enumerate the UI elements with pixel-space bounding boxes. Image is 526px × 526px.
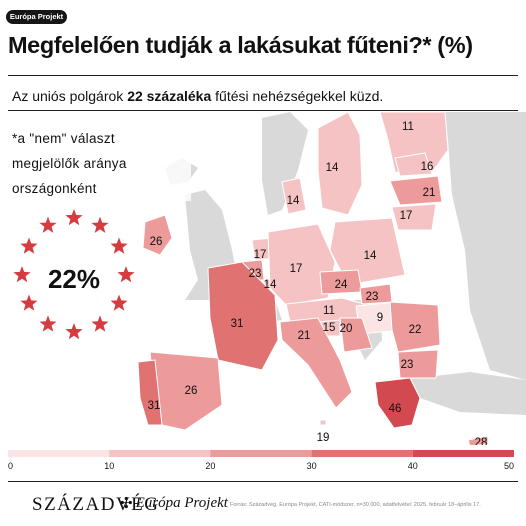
eu-star — [91, 216, 109, 233]
subtitle-before: Az uniós polgárok — [12, 88, 128, 104]
legend-swatch — [412, 450, 514, 457]
eu-star — [117, 266, 135, 283]
value-label-szlovákia: 23 — [366, 291, 379, 303]
value-label-belgium: 23 — [249, 268, 262, 280]
region-portugália — [137, 359, 163, 426]
eu-star — [20, 294, 38, 311]
legend-swatch — [210, 450, 312, 457]
subtitle: Az uniós polgárok 22 százaléka fűtési ne… — [12, 88, 383, 104]
non-eu-land-3 — [445, 112, 526, 380]
eu-star — [39, 216, 57, 233]
subtitle-after: fűtési nehézségekkel küzd. — [211, 88, 384, 104]
region-lengyelország — [329, 217, 406, 286]
value-label-dánia: 14 — [287, 195, 300, 207]
value-label-szlovénia: 15 — [323, 322, 336, 334]
footnote-line-3: országonként — [12, 181, 97, 196]
value-label-horvátország: 20 — [340, 323, 353, 335]
europa-projekt-logo-text: Európa Projekt — [135, 495, 228, 511]
footnote-line-2: megjelölők aránya — [12, 156, 127, 171]
region-horvátország — [339, 317, 373, 353]
value-label-luxemburg: 14 — [264, 279, 277, 291]
value-label-portugália: 31 — [148, 400, 161, 412]
legend-swatch — [109, 450, 211, 457]
region-írország — [142, 214, 173, 256]
value-label-spanyolország: 26 — [185, 385, 198, 397]
value-label-finnország: 11 — [402, 121, 414, 133]
eu-star — [65, 323, 83, 340]
chart-title: Megfelelően tudják a lakásukat fűteni?* … — [8, 32, 473, 58]
value-label-málta: 19 — [317, 432, 330, 444]
eu-average-value: 22% — [48, 264, 100, 294]
europa-projekt-logo: ✣ Európa Projekt — [120, 494, 228, 513]
region-dánia — [281, 177, 307, 215]
value-label-észtország: 16 — [421, 161, 434, 173]
eu-star — [39, 315, 57, 332]
value-label-görögország: 46 — [389, 403, 402, 415]
europa-projekt-badge: Európa Projekt — [6, 10, 67, 24]
region-litvánia — [391, 203, 437, 231]
value-label-németország: 17 — [290, 263, 303, 275]
value-label-olaszország: 21 — [298, 330, 311, 342]
star-icon: ✣ — [120, 496, 133, 512]
region-görögország — [374, 377, 421, 429]
eu-star — [110, 294, 128, 311]
region-észtország — [394, 152, 433, 177]
region-bulgária — [397, 349, 439, 379]
legend-swatch — [311, 450, 413, 457]
eu-star — [13, 266, 31, 283]
value-label-litvánia: 17 — [400, 210, 413, 222]
value-label-csehország: 24 — [335, 279, 348, 291]
region-olaszország — [279, 317, 353, 409]
color-legend: 0 10 20 30 40 50 — [8, 450, 514, 471]
subtitle-divider — [8, 110, 518, 111]
title-divider — [8, 75, 518, 76]
szazadveg-logo: SZÁZADVÉG — [32, 494, 160, 515]
value-label-lengyelország: 14 — [364, 250, 377, 262]
region-németország — [267, 223, 336, 306]
legend-tick-label: 30 — [307, 461, 317, 471]
legend-tick-label: 40 — [408, 461, 418, 471]
footer-divider — [8, 481, 518, 482]
value-label-bulgária: 23 — [401, 359, 414, 371]
value-label-írország: 26 — [150, 236, 163, 248]
non-eu-land — [165, 112, 526, 415]
non-eu-land-1 — [262, 112, 308, 215]
region-svédország — [317, 111, 363, 216]
region-ciprus — [467, 435, 489, 445]
non-eu-land-5 — [400, 372, 526, 415]
source-note: Forrás: Századvég, Európa Projekt, CATI-… — [230, 502, 481, 508]
legend-tick-label: 10 — [104, 461, 114, 471]
value-label-svédország: 14 — [326, 162, 339, 174]
value-label-hollandia: 17 — [254, 249, 267, 261]
eu-star — [91, 315, 109, 332]
legend-ticks: 0 10 20 30 40 50 — [8, 461, 514, 471]
eu-star — [110, 237, 128, 254]
region-franciaország — [207, 261, 279, 371]
eu-star — [20, 237, 38, 254]
region-málta — [319, 419, 327, 426]
legend-tick-label: 0 — [8, 461, 13, 471]
legend-tick-label: 50 — [504, 461, 514, 471]
region-lettország — [389, 175, 443, 206]
value-label-ausztria: 11 — [323, 305, 335, 317]
value-label-ciprus: 28 — [475, 437, 488, 445]
value-label-franciaország: 31 — [231, 318, 244, 330]
footnote-line-1: *a "nem" választ — [12, 131, 115, 146]
legend-bar — [8, 450, 514, 457]
legend-swatch — [8, 450, 110, 457]
eu-star-circle — [13, 209, 135, 340]
eu-countries — [137, 111, 489, 445]
eu-star — [65, 209, 83, 226]
value-label-magyarország: 9 — [377, 312, 383, 324]
subtitle-highlight: 22 százaléka — [127, 88, 212, 104]
footnote: *a "nem" választ megjelölők aránya orszá… — [8, 126, 191, 201]
value-label-lettország: 21 — [423, 187, 436, 199]
region-románia — [389, 301, 441, 353]
legend-tick-label: 20 — [205, 461, 215, 471]
value-label-románia: 22 — [409, 324, 422, 336]
